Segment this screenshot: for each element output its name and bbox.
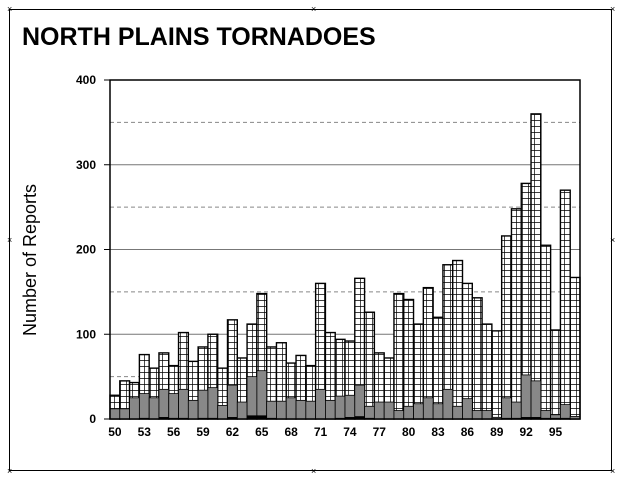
bar-gray-1951 [119,408,130,420]
x-tick-label: 92 [519,425,533,439]
bars [109,113,581,420]
x-tick-label: 68 [284,425,298,439]
bar-gray-1962 [227,384,238,420]
bar-gray-1968 [285,397,297,420]
bar-gray-1974 [344,394,356,420]
resize-handle-top-left[interactable]: × [7,4,13,14]
bar-gray-1975 [354,384,365,420]
bar-gray-1979 [393,410,405,420]
x-tick-label: 50 [108,425,122,439]
x-axis-ticks: 50 53 56 59 62 65 68 71 74 77 80 83 86 89 92 95 [108,425,562,439]
bar-gray-1991 [511,401,522,420]
y-tick-label: 200 [76,243,96,257]
y-axis-label: Number of Reports [20,184,40,336]
x-tick-label: 83 [431,425,445,439]
bar-gray-1970 [305,400,317,420]
bar-grid-hatched-1993 [530,113,542,420]
bar-grid-hatched-1991 [510,208,522,420]
bar-grid-hatched-1985 [452,259,464,420]
bar-gray-1977 [373,401,385,420]
bar-grid-hatched-1994 [540,244,552,420]
resize-handle-bottom-center[interactable]: × [311,466,317,476]
bar-gray-1978 [383,401,395,420]
bar-gray-1958 [187,399,199,420]
bar-grid-hatched-1995 [549,329,562,420]
x-tick-label: 53 [138,425,152,439]
resize-handle-top-right[interactable]: × [610,4,616,14]
x-tick-label: 65 [255,425,269,439]
bar-gray-1950 [109,408,121,420]
bar-gray-1964 [246,376,258,420]
bar-grid-hatched-1980 [403,298,415,420]
y-tick-label: 400 [76,73,96,87]
x-tick-label: 77 [373,425,387,439]
bar-gray-1981 [413,403,424,420]
bar-gray-1969 [295,399,307,420]
y-tick-label: 300 [76,158,96,172]
bar-gray-1956 [168,393,179,420]
bar-gray-1973 [334,395,346,420]
resize-handle-bottom-right[interactable]: × [610,466,616,476]
bar-gray-1985 [452,405,463,420]
bar-gray-1971 [315,388,326,420]
bar-grid-hatched-1990 [500,235,513,420]
bar-gray-1994 [540,410,552,420]
bar-grid-hatched-1996 [559,189,571,420]
bar-gray-1952 [129,397,140,420]
x-tick-label: 71 [314,425,328,439]
x-tick-label: 89 [490,425,504,439]
bar-grid-hatched-1988 [481,323,493,420]
bar-gray-1967 [276,400,287,420]
bar-gray-1954 [148,397,160,420]
chart-title: NORTH PLAINS TORNADOES [22,23,376,51]
x-tick-label: 74 [343,425,357,439]
bar-gray-1961 [217,405,228,420]
bar-gray-1993 [530,380,542,420]
bar-gray-1959 [197,389,209,420]
bar-gray-1986 [462,398,473,420]
x-tick-label: 80 [402,425,416,439]
resize-handle-top-center[interactable]: × [311,4,317,14]
bar-gray-1990 [501,397,512,420]
y-tick-label: 0 [89,412,96,426]
bar-gray-1963 [236,401,248,420]
bar-gray-1960 [207,387,219,420]
y-axis-ticks: 0 100 200 300 400 [76,73,110,426]
y-tick-label: 100 [76,327,96,341]
resize-handle-middle-right[interactable]: × [610,235,616,245]
x-tick-label: 62 [226,425,240,439]
bar-gray-1984 [442,388,454,420]
bar-gray-1953 [138,393,150,420]
bar-grid-hatched-1997 [569,276,581,420]
bar-gray-1957 [178,388,189,420]
x-tick-label: 95 [549,425,563,439]
bar-grid-hatched-1976 [363,311,376,420]
x-tick-label: 86 [461,425,475,439]
bar-gray-1988 [481,410,493,420]
bar-gray-1987 [471,410,483,420]
x-tick-label: 56 [167,425,181,439]
bar-gray-1976 [364,405,375,420]
bar-gray-1996 [560,404,571,420]
bar-grid-hatched-1979 [393,292,405,420]
bar-gray-1992 [520,374,532,420]
bar-gray-1972 [325,399,336,420]
resize-handle-bottom-left[interactable]: × [7,466,13,476]
bar-gray-1955 [158,388,170,420]
bar-gray-1982 [422,397,434,420]
x-tick-label: 59 [196,425,210,439]
bar-gray-1966 [266,400,277,420]
bar-grid-hatched-1987 [471,297,483,420]
bar-gray-1983 [432,403,444,420]
bar-gray-1980 [403,405,414,420]
resize-handle-middle-left[interactable]: × [7,235,13,245]
bar-gray-1965 [256,370,268,420]
bar-grid-hatched-1989 [491,330,503,420]
